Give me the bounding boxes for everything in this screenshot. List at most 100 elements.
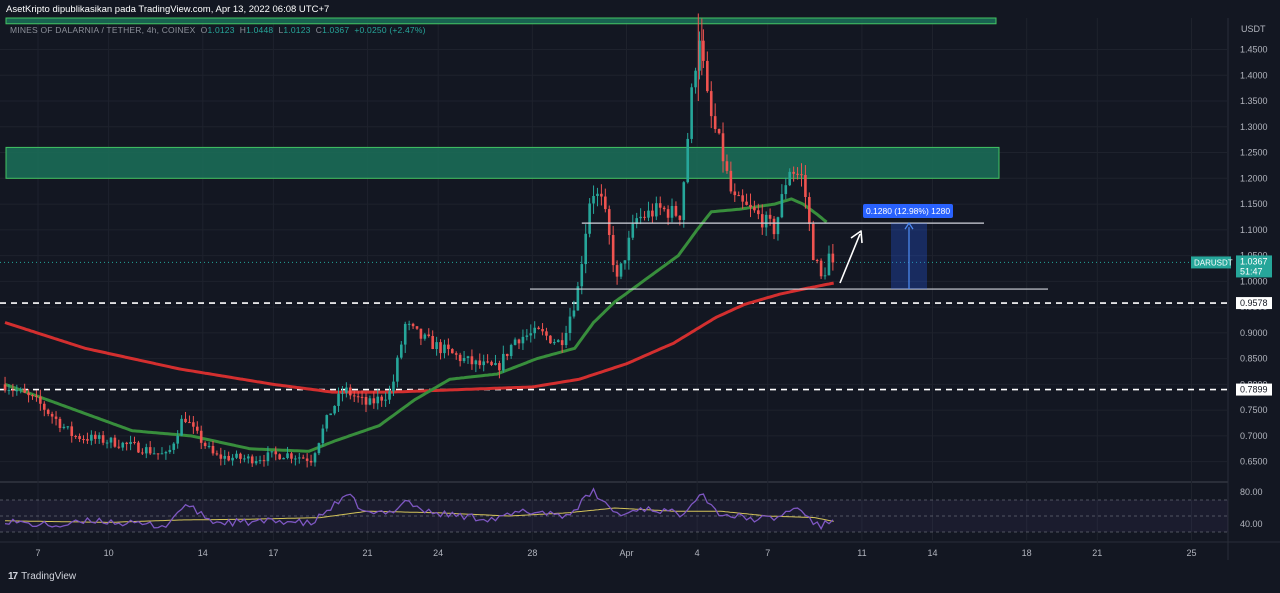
candle-body[interactable] <box>827 253 831 276</box>
candle-body[interactable] <box>90 434 93 441</box>
candle-body[interactable] <box>470 356 474 365</box>
candle-body[interactable] <box>125 442 128 445</box>
candle-body[interactable] <box>447 344 450 350</box>
projection-arrow-line[interactable] <box>839 233 861 284</box>
candle-body[interactable] <box>706 60 709 92</box>
candle-body[interactable] <box>278 454 281 460</box>
candle-body[interactable] <box>305 458 309 461</box>
candle-body[interactable] <box>337 393 340 406</box>
candle-body[interactable] <box>101 435 105 443</box>
candle-body[interactable] <box>729 170 733 192</box>
candle-body[interactable] <box>415 326 419 329</box>
candle-body[interactable] <box>749 204 752 208</box>
candle-body[interactable] <box>309 460 313 463</box>
candle-body[interactable] <box>427 334 431 337</box>
candle-body[interactable] <box>454 353 458 355</box>
candle-body[interactable] <box>388 391 391 400</box>
candle-body[interactable] <box>792 171 795 174</box>
candle-body[interactable] <box>576 286 580 311</box>
candle-body[interactable] <box>600 193 603 197</box>
candle-body[interactable] <box>604 196 607 210</box>
candle-body[interactable] <box>804 174 807 197</box>
candle-body[interactable] <box>42 403 46 410</box>
candle-body[interactable] <box>819 260 823 277</box>
candle-body[interactable] <box>458 354 462 362</box>
candle-body[interactable] <box>78 436 81 440</box>
candle-body[interactable] <box>737 195 741 197</box>
candle-body[interactable] <box>545 331 548 336</box>
candle-body[interactable] <box>246 456 250 459</box>
candle-body[interactable] <box>733 191 737 196</box>
candle-body[interactable] <box>631 223 635 238</box>
candle-body[interactable] <box>494 363 497 365</box>
candle-body[interactable] <box>768 214 772 219</box>
candle-body[interactable] <box>745 201 748 205</box>
candle-body[interactable] <box>333 405 336 414</box>
candle-body[interactable] <box>509 344 513 357</box>
candle-body[interactable] <box>70 426 74 437</box>
candle-body[interactable] <box>274 451 278 455</box>
candle-body[interactable] <box>168 449 172 453</box>
candle-body[interactable] <box>86 439 89 441</box>
candle-body[interactable] <box>788 171 792 186</box>
candle-body[interactable] <box>392 381 395 392</box>
candle-body[interactable] <box>619 263 623 277</box>
candle-body[interactable] <box>592 195 595 204</box>
candle-body[interactable] <box>66 426 70 428</box>
candle-body[interactable] <box>7 389 11 391</box>
candle-body[interactable] <box>533 327 536 334</box>
candle-body[interactable] <box>180 418 183 436</box>
candle-body[interactable] <box>223 455 227 459</box>
candle-body[interactable] <box>317 443 321 454</box>
candle-body[interactable] <box>498 363 501 371</box>
candle-body[interactable] <box>313 453 317 463</box>
candle-body[interactable] <box>93 434 97 439</box>
candle-body[interactable] <box>721 133 725 162</box>
candle-body[interactable] <box>74 436 77 438</box>
candle-body[interactable] <box>235 453 238 458</box>
candle-body[interactable] <box>474 360 478 365</box>
candle-body[interactable] <box>356 396 360 398</box>
candle-body[interactable] <box>431 336 434 350</box>
candle-body[interactable] <box>407 323 411 325</box>
candle-body[interactable] <box>35 395 38 397</box>
candle-body[interactable] <box>219 454 223 459</box>
candle-body[interactable] <box>15 390 19 392</box>
candle-body[interactable] <box>651 210 654 217</box>
candle-body[interactable] <box>294 458 297 460</box>
candle-body[interactable] <box>639 216 642 219</box>
candle-body[interactable] <box>97 435 101 439</box>
candle-body[interactable] <box>364 396 368 405</box>
candle-body[interactable] <box>678 215 682 220</box>
candle-body[interactable] <box>698 40 701 71</box>
candle-body[interactable] <box>443 344 446 354</box>
candle-body[interactable] <box>419 328 423 339</box>
candle-body[interactable] <box>439 342 442 354</box>
candle-body[interactable] <box>655 203 658 217</box>
candle-body[interactable] <box>297 457 301 459</box>
candle-body[interactable] <box>568 316 572 334</box>
candle-body[interactable] <box>227 455 230 461</box>
candle-body[interactable] <box>376 396 380 404</box>
candle-body[interactable] <box>490 361 493 365</box>
candle-body[interactable] <box>250 456 254 464</box>
candle-body[interactable] <box>549 335 552 344</box>
candle-body[interactable] <box>521 336 525 344</box>
candle-body[interactable] <box>266 452 270 462</box>
candle-body[interactable] <box>466 356 470 359</box>
candle-body[interactable] <box>372 398 376 404</box>
candle-body[interactable] <box>27 392 30 396</box>
candle-body[interactable] <box>105 442 109 444</box>
candle-body[interactable] <box>3 384 7 391</box>
candle-body[interactable] <box>502 353 505 371</box>
candle-body[interactable] <box>709 91 713 117</box>
candle-body[interactable] <box>144 447 148 454</box>
candle-body[interactable] <box>627 237 631 261</box>
candle-body[interactable] <box>188 422 191 424</box>
candle-body[interactable] <box>215 453 219 455</box>
candle-body[interactable] <box>823 275 827 277</box>
resistance-zone[interactable] <box>5 17 997 25</box>
candle-body[interactable] <box>694 70 697 88</box>
candle-body[interactable] <box>482 361 485 366</box>
